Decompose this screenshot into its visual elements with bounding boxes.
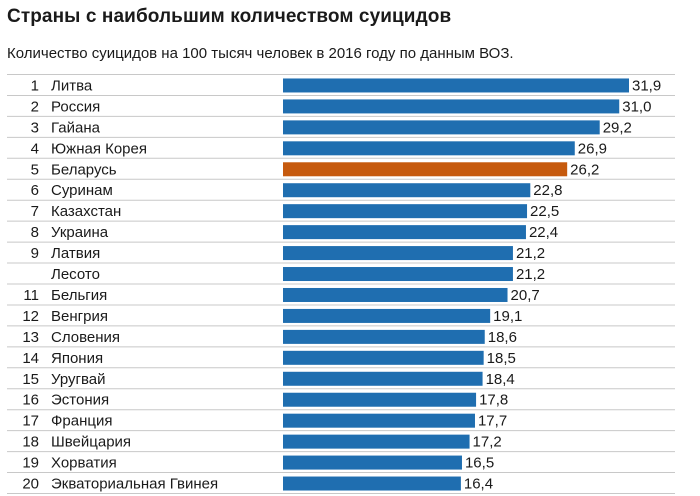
value-label: 26,2	[570, 161, 599, 178]
rank-label: 9	[31, 245, 39, 262]
rank-label: 1	[31, 77, 39, 94]
value-label: 31,9	[632, 77, 661, 94]
category-label: Украина	[51, 224, 109, 241]
bar	[283, 455, 462, 470]
rank-label: 18	[22, 434, 39, 451]
bar	[283, 246, 513, 261]
rank-label: 15	[22, 371, 39, 388]
category-label: Беларусь	[51, 161, 117, 178]
bar	[283, 350, 484, 365]
category-label: Гайана	[51, 119, 101, 136]
chart-title: Страны с наибольшим количеством суицидов	[7, 6, 452, 27]
bars	[283, 78, 629, 491]
category-label: Франция	[51, 413, 112, 430]
bar	[283, 413, 475, 428]
bar	[283, 225, 526, 240]
value-label: 26,9	[578, 140, 607, 157]
category-label: Россия	[51, 98, 100, 115]
rank-label: 13	[22, 329, 39, 346]
value-label: 22,4	[529, 224, 558, 241]
labels: 1 Литва 31,9 2 Россия 31,0 3 Гайана 29,2 4 Южная К…	[22, 77, 661, 492]
category-label: Венгрия	[51, 308, 108, 325]
category-label: Швейцария	[51, 434, 131, 451]
value-label: 19,1	[493, 308, 522, 325]
bar	[283, 162, 568, 177]
category-label: Южная Корея	[51, 140, 147, 157]
category-label: Уругвай	[51, 371, 106, 388]
value-label: 31,0	[622, 98, 651, 115]
rank-label: 5	[31, 161, 39, 178]
row-gridlines	[7, 74, 675, 494]
category-label: Латвия	[51, 245, 100, 262]
value-label: 21,2	[516, 266, 545, 283]
value-label: 18,6	[488, 329, 517, 346]
bar	[283, 329, 485, 344]
rank-label: 6	[31, 182, 39, 199]
category-label: Япония	[51, 350, 103, 367]
bar	[283, 183, 531, 198]
category-label: Эстония	[51, 392, 109, 409]
bar	[283, 78, 629, 93]
rank-label: 16	[22, 392, 39, 409]
bar	[283, 267, 513, 282]
rank-label: 7	[31, 203, 39, 220]
chart-subtitle: Количество суицидов на 100 тысяч человек…	[7, 45, 514, 62]
rank-label: 2	[31, 98, 39, 115]
value-label: 17,7	[478, 413, 507, 430]
rank-label: 14	[22, 350, 39, 367]
value-label: 17,2	[473, 434, 502, 451]
category-label: Лесото	[51, 266, 100, 283]
category-label: Словения	[51, 329, 120, 346]
bar	[283, 287, 508, 302]
rank-label: 19	[22, 455, 39, 472]
value-label: 21,2	[516, 245, 545, 262]
rank-label: 3	[31, 119, 39, 136]
category-label: Экваториальная Гвинея	[51, 476, 218, 493]
category-label: Хорватия	[51, 455, 117, 472]
rank-label: 17	[22, 413, 39, 430]
value-label: 20,7	[511, 287, 540, 304]
value-label: 16,4	[464, 476, 493, 493]
value-label: 16,5	[465, 455, 494, 472]
value-label: 18,5	[487, 350, 516, 367]
bar	[283, 308, 491, 323]
value-label: 18,4	[486, 371, 515, 388]
bar	[283, 434, 470, 449]
bar	[283, 371, 483, 386]
category-label: Суринам	[51, 182, 113, 199]
value-label: 22,8	[533, 182, 562, 199]
bar	[283, 141, 575, 156]
rank-label: 20	[22, 476, 39, 493]
value-label: 22,5	[530, 203, 559, 220]
bar	[283, 476, 461, 491]
bar	[283, 99, 620, 114]
rank-label: 11	[23, 287, 39, 304]
bar	[283, 120, 600, 135]
bar	[283, 204, 528, 219]
category-label: Казахстан	[51, 203, 121, 220]
category-label: Литва	[51, 77, 93, 94]
rank-label: 4	[31, 140, 39, 157]
category-label: Бельгия	[51, 287, 107, 304]
value-label: 17,8	[479, 392, 508, 409]
rank-label: 12	[22, 308, 39, 325]
value-label: 29,2	[603, 119, 632, 136]
rank-label: 8	[31, 224, 39, 241]
bar	[283, 392, 477, 407]
